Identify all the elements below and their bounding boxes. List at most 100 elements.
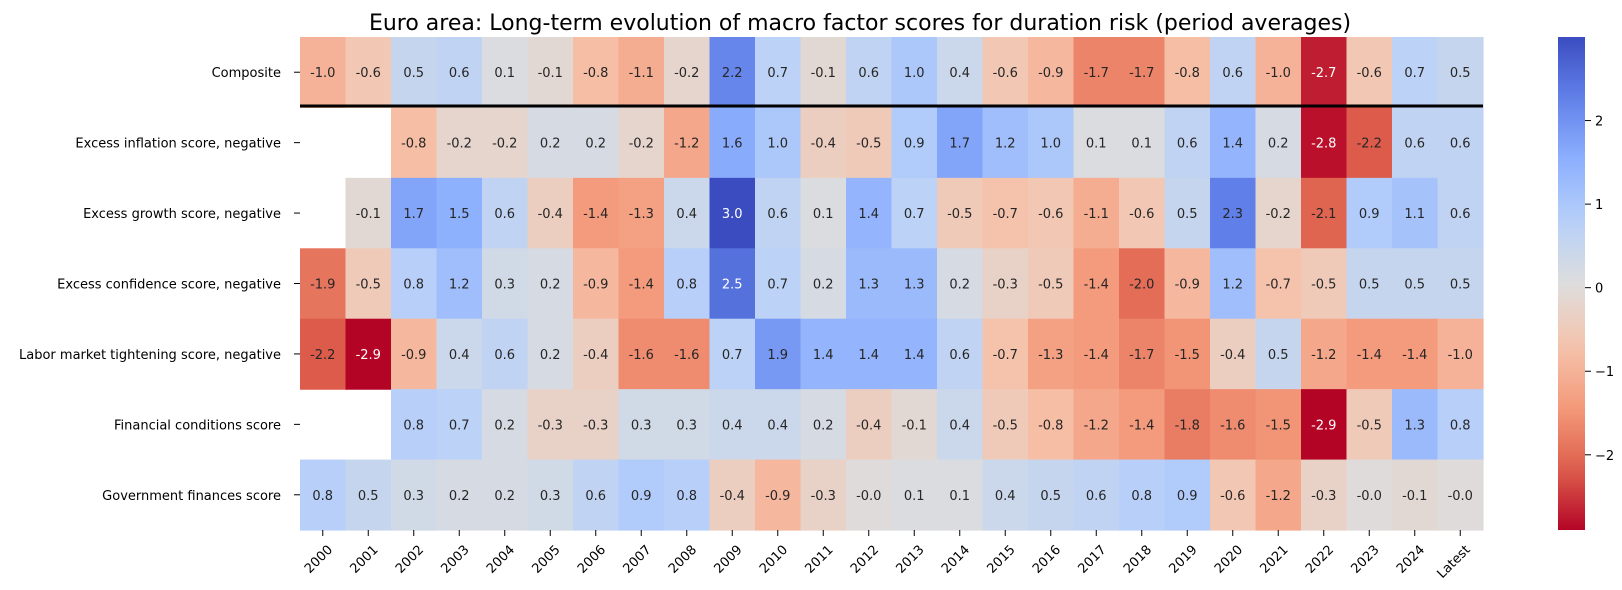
cell-value-label: 0.6 <box>585 489 606 504</box>
cell-value-label: 2.5 <box>722 278 743 293</box>
colorbar-ticks: 2 1 0 −1 −2 <box>1585 115 1614 464</box>
cell-value-label: 0.6 <box>858 66 879 81</box>
heatmap-cell <box>709 177 756 249</box>
heatmap-cell <box>618 177 665 249</box>
heatmap-cell <box>1210 177 1257 249</box>
heatmap-cell <box>1255 389 1302 461</box>
cell-value-label: -1.2 <box>1084 418 1109 433</box>
heatmap-cell <box>300 248 347 320</box>
heatmap-cell <box>1028 177 1075 249</box>
cell-value-label: 1.5 <box>449 207 470 222</box>
heatmap-cell <box>527 248 574 320</box>
cell-value-label: -0.4 <box>856 418 881 433</box>
cell-value-label: -0.6 <box>1357 66 1382 81</box>
heatmap-cell <box>709 37 756 109</box>
cell-value-label: 0.4 <box>722 418 743 433</box>
heatmap-cell <box>891 37 938 109</box>
cell-value-label: -0.5 <box>1038 278 1063 293</box>
heatmap-cells: -1.0 -0.6 0.5 0.6 0.1 -0.1 -0.8 -1.1 -0.2 2.2 0.7 -… <box>300 37 1484 531</box>
heatmap-cell <box>1301 37 1348 109</box>
cell-value-label: 1.3 <box>1404 418 1425 433</box>
heatmap-cell <box>618 318 665 390</box>
x-tick-label: 2009 <box>712 543 746 577</box>
heatmap-cell <box>527 318 574 390</box>
heatmap-cell <box>1437 37 1484 109</box>
x-tick-label: 2013 <box>894 543 928 577</box>
heatmap-cell <box>1301 318 1348 390</box>
heatmap-cell <box>482 37 529 109</box>
cell-value-label: 0.5 <box>358 489 379 504</box>
colorbar-tick-label: 1 <box>1595 198 1603 213</box>
cell-value-label: -1.0 <box>1448 348 1473 363</box>
heatmap-cell <box>1255 248 1302 320</box>
heatmap-cell <box>300 37 347 109</box>
heatmap-cell <box>436 37 483 109</box>
colorbar-tick-label: 2 <box>1595 115 1603 130</box>
heatmap-cell <box>664 177 711 249</box>
heatmap-cell <box>573 248 620 320</box>
heatmap-cell <box>846 389 893 461</box>
heatmap-cell <box>664 107 711 179</box>
cell-value-label: -1.6 <box>1220 418 1245 433</box>
heatmap-cell <box>982 248 1029 320</box>
cell-value-label: 0.1 <box>813 207 834 222</box>
cell-value-label: -1.7 <box>1129 66 1154 81</box>
heatmap-cell <box>482 318 529 390</box>
heatmap-cell <box>1346 318 1393 390</box>
x-tick-label: 2022 <box>1303 543 1337 577</box>
colorbar-tick-label: 0 <box>1595 282 1603 297</box>
heatmap-cell <box>1164 318 1211 390</box>
heatmap-cell <box>800 459 847 531</box>
heatmap-cell <box>1346 248 1393 320</box>
heatmap-cell <box>1346 459 1393 531</box>
heatmap-cell <box>1028 107 1075 179</box>
heatmap-cell <box>1073 459 1120 531</box>
heatmap-cell <box>664 248 711 320</box>
heatmap-cell <box>573 389 620 461</box>
cell-value-label: 1.4 <box>858 207 879 222</box>
cell-value-label: -0.3 <box>583 418 608 433</box>
x-axis-labels: 2000 2001 2002 2003 2004 2005 2006 2007 2008 2009… <box>302 530 1474 582</box>
heatmap-cell <box>664 459 711 531</box>
heatmap-cell <box>937 248 984 320</box>
cell-value-label: -0.8 <box>583 66 608 81</box>
heatmap-cell <box>527 459 574 531</box>
heatmap-cell <box>345 37 392 109</box>
heatmap-cell <box>1346 389 1393 461</box>
cell-value-label: 0.1 <box>1086 137 1107 152</box>
heatmap-cell <box>482 177 529 249</box>
heatmap-cell <box>709 389 756 461</box>
heatmap-cell <box>1028 248 1075 320</box>
x-tick-label: 2018 <box>1121 543 1155 577</box>
cell-value-label: 1.2 <box>1222 278 1243 293</box>
cell-value-label: -0.4 <box>811 137 836 152</box>
cell-value-label: -2.9 <box>356 348 381 363</box>
cell-value-label: -1.6 <box>674 348 699 363</box>
x-tick-label: 2014 <box>939 543 973 577</box>
cell-value-label: -0.3 <box>1311 489 1336 504</box>
y-tick-label: Government finances score <box>102 489 281 504</box>
cell-value-label: -1.8 <box>1175 418 1200 433</box>
cell-value-label: -0.2 <box>1266 207 1291 222</box>
x-tick-label: 2011 <box>803 543 837 577</box>
cell-value-label: 1.4 <box>813 348 834 363</box>
chart-title: Euro area: Long-term evolution of macro … <box>369 11 1351 36</box>
cell-value-label: 0.3 <box>403 489 424 504</box>
cell-value-label: -0.4 <box>1220 348 1245 363</box>
cell-value-label: -1.3 <box>1038 348 1063 363</box>
cell-value-label: -1.7 <box>1129 348 1154 363</box>
cell-value-label: 0.8 <box>403 418 424 433</box>
cell-value-label: -0.5 <box>1357 418 1382 433</box>
heatmap-cell <box>1392 459 1439 531</box>
cell-value-label: -1.4 <box>629 278 654 293</box>
cell-value-label: -0.7 <box>993 207 1018 222</box>
cell-value-label: -1.3 <box>629 207 654 222</box>
heatmap-cell <box>755 318 802 390</box>
heatmap-cell <box>1255 318 1302 390</box>
cell-value-label: 0.4 <box>995 489 1016 504</box>
cell-value-label: 0.9 <box>1359 207 1380 222</box>
cell-value-label: 0.7 <box>767 66 788 81</box>
x-tick-label: 2002 <box>393 543 427 577</box>
y-tick-label: Excess inflation score, negative <box>75 137 281 152</box>
cell-value-label: 0.1 <box>904 489 925 504</box>
